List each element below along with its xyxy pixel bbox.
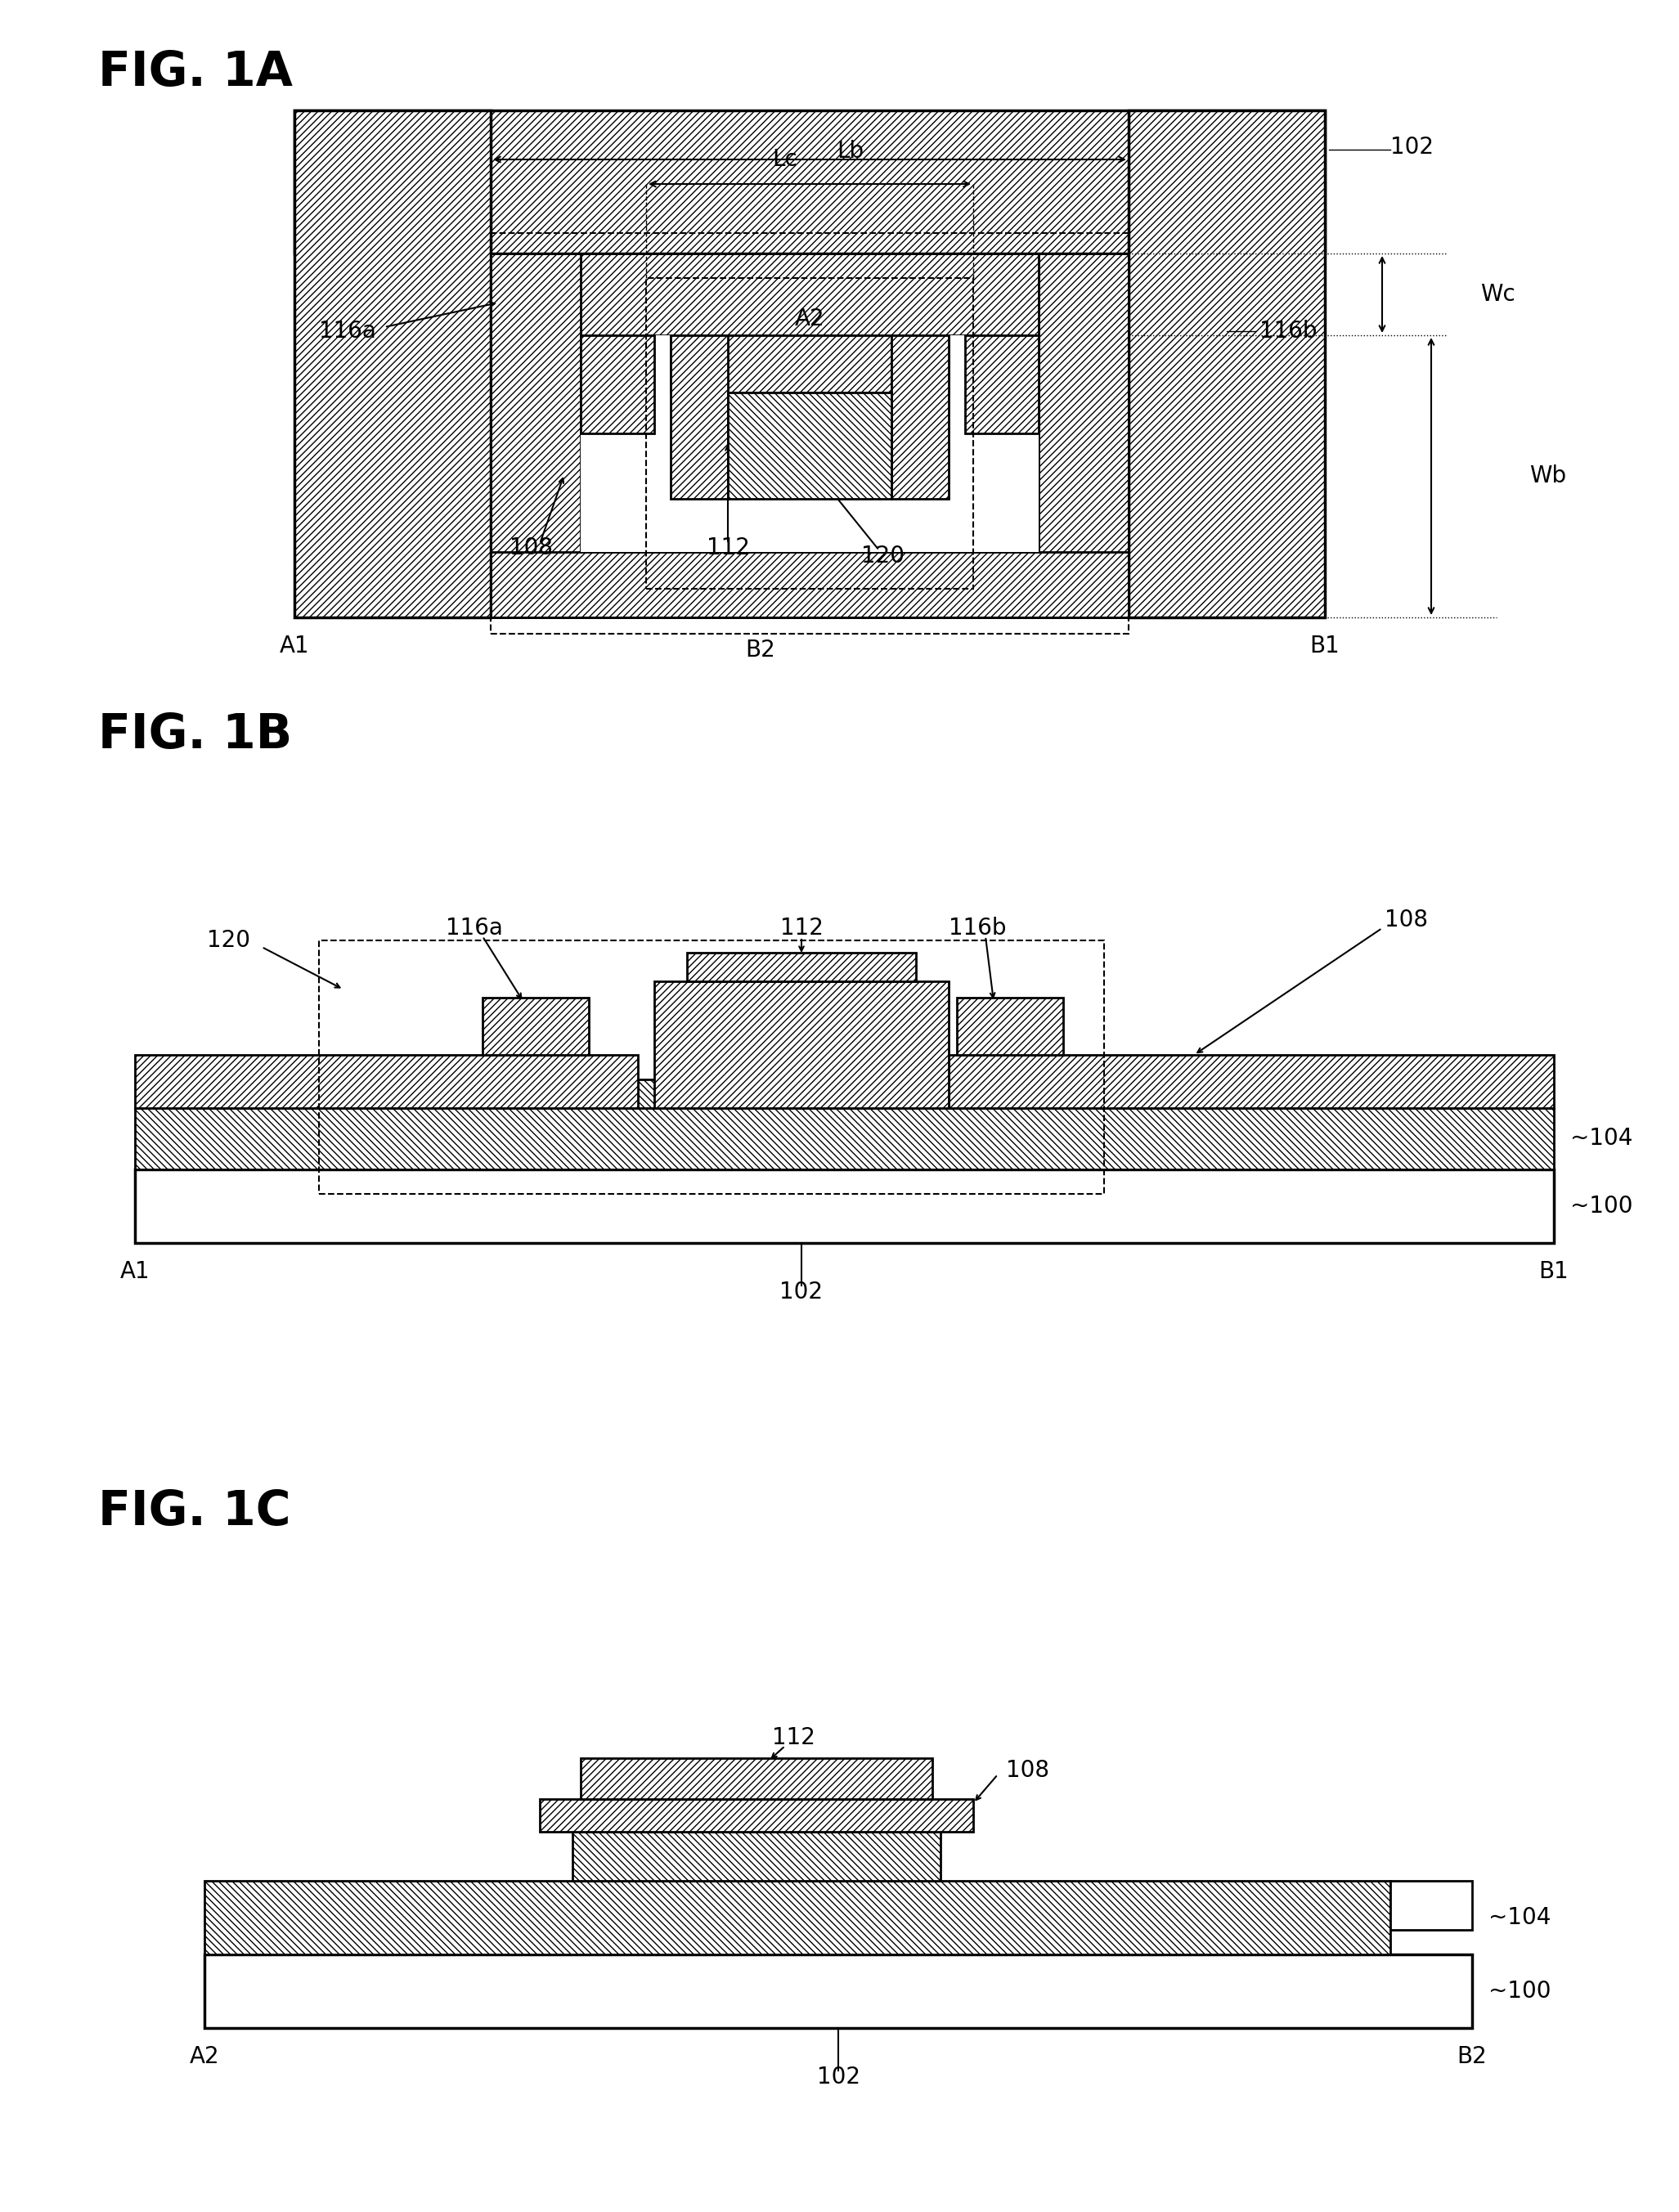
Bar	[687, 953, 917, 982]
Text: ~104: ~104	[1570, 1126, 1632, 1150]
Bar	[205, 1880, 1390, 1955]
Text: ~100: ~100	[1489, 1980, 1551, 2002]
Bar	[965, 336, 1039, 434]
Bar	[319, 940, 1105, 1194]
Text: A1: A1	[119, 1261, 149, 1283]
Bar	[729, 392, 892, 500]
Bar	[539, 1798, 974, 1832]
Bar	[482, 998, 589, 1055]
Bar	[490, 254, 581, 617]
Text: FIG. 1A: FIG. 1A	[97, 49, 292, 95]
Text: FIG. 1C: FIG. 1C	[97, 1489, 290, 1535]
Text: 116b: 116b	[949, 916, 1006, 940]
Bar	[638, 1079, 949, 1108]
Text: 112: 112	[707, 538, 749, 560]
Text: 112: 112	[772, 1725, 814, 1750]
Bar	[205, 1955, 1472, 2028]
Text: A2: A2	[794, 307, 824, 330]
Bar	[892, 336, 949, 500]
Text: FIG. 1B: FIG. 1B	[97, 712, 292, 759]
Text: 116a: 116a	[319, 321, 376, 343]
Text: 116a: 116a	[445, 916, 504, 940]
Text: A2: A2	[190, 2046, 220, 2068]
Text: B2: B2	[745, 639, 776, 661]
Text: B2: B2	[1457, 2046, 1488, 2068]
Bar	[957, 998, 1063, 1055]
Bar	[581, 336, 655, 434]
Bar	[670, 336, 729, 500]
Text: B1: B1	[1540, 1261, 1568, 1283]
Bar	[490, 553, 1128, 617]
Text: ~104: ~104	[1489, 1907, 1551, 1929]
Bar	[655, 982, 949, 1108]
Bar	[490, 254, 1128, 336]
Bar	[490, 232, 1128, 635]
Text: Lb: Lb	[838, 139, 865, 164]
Text: 116b: 116b	[1259, 321, 1316, 343]
Bar	[670, 336, 949, 392]
Text: 112: 112	[779, 916, 823, 940]
Bar	[581, 336, 1039, 553]
Text: 108: 108	[510, 538, 554, 560]
Bar	[573, 1832, 940, 1880]
Text: A1: A1	[279, 635, 309, 657]
Text: B1: B1	[1310, 635, 1340, 657]
Bar	[1039, 254, 1128, 617]
Text: 120: 120	[207, 929, 250, 951]
Text: 102: 102	[1390, 135, 1434, 159]
Bar	[134, 1108, 1553, 1170]
Text: 102: 102	[816, 2066, 860, 2088]
Bar	[646, 279, 974, 588]
Text: Lc: Lc	[772, 148, 798, 170]
Bar	[729, 392, 892, 500]
Text: 102: 102	[779, 1281, 823, 1303]
Bar	[490, 254, 1128, 617]
Bar	[294, 111, 1325, 254]
Text: ~100: ~100	[1570, 1194, 1632, 1217]
Bar	[1128, 111, 1325, 617]
Text: 108: 108	[1006, 1759, 1049, 1783]
Bar	[134, 1055, 638, 1108]
Bar	[134, 1170, 1553, 1243]
Text: 108: 108	[1385, 909, 1429, 931]
Bar	[1390, 1880, 1472, 1929]
Text: Wc: Wc	[1481, 283, 1514, 305]
Bar	[581, 1759, 932, 1798]
Text: 120: 120	[861, 544, 905, 568]
Text: Wb: Wb	[1530, 465, 1567, 487]
Bar	[294, 111, 490, 617]
Bar	[949, 1055, 1553, 1108]
